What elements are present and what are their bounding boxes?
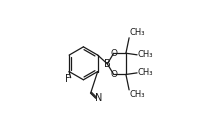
Text: CH₃: CH₃: [129, 90, 145, 99]
Text: O: O: [110, 70, 117, 79]
Text: CH₃: CH₃: [129, 28, 145, 37]
Text: B: B: [104, 59, 111, 69]
Text: O: O: [110, 49, 117, 58]
Text: F: F: [65, 74, 70, 84]
Text: N: N: [95, 93, 102, 103]
Text: CH₃: CH₃: [138, 68, 153, 77]
Text: CH₃: CH₃: [138, 50, 153, 59]
